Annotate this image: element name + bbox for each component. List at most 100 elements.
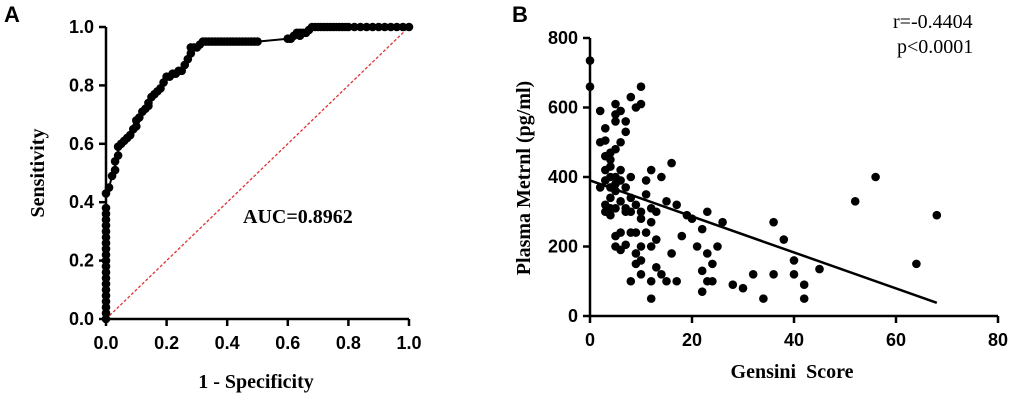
roc-point: [104, 183, 114, 192]
scatter-point: [636, 99, 646, 109]
scatter-point: [595, 106, 605, 116]
scatter-point: [641, 190, 651, 199]
scatter-point: [667, 158, 676, 168]
scatter-point: [621, 183, 630, 192]
roc-point: [398, 22, 408, 32]
scatter-point: [611, 203, 620, 213]
scatter-point: [585, 82, 595, 91]
scatter-point: [652, 207, 661, 217]
scatter-point: [631, 228, 641, 237]
scatter-point: [626, 207, 636, 217]
scatter-point: [621, 117, 630, 126]
scatter-point: [606, 193, 615, 203]
scatter-point: [621, 127, 630, 137]
scatter-y-tick-label: 0: [568, 306, 578, 326]
scatter-point: [601, 136, 610, 145]
scatter-point: [616, 197, 625, 206]
roc-x-axis-title: 1 - Specificity: [198, 371, 314, 393]
scatter-point: [692, 242, 702, 251]
scatter-point: [601, 124, 610, 133]
scatter-point: [789, 256, 799, 265]
roc-y-tick-label: 0.8: [69, 75, 94, 95]
diagonal-reference-line: [105, 26, 410, 320]
scatter-point: [789, 270, 799, 279]
roc-x-tick-label: 0.6: [275, 333, 300, 353]
scatter-y-tick-label: 600: [548, 98, 578, 118]
auc-annotation: AUC=0.8962: [243, 206, 353, 228]
scatter-point: [611, 99, 620, 109]
scatter-point: [646, 165, 656, 175]
roc-x-tick-label: 1.0: [396, 333, 421, 353]
roc-point: [374, 22, 384, 32]
roc-point: [113, 151, 123, 160]
scatter-point: [621, 240, 630, 250]
scatter-x-axis-title: Gensini Score: [731, 361, 854, 383]
scatter-point: [662, 197, 671, 206]
scatter-point: [779, 235, 789, 244]
roc-y-axis-title: Sensitivity: [27, 129, 49, 218]
scatter-point: [626, 172, 636, 182]
scatter-x-tick-label: 60: [886, 330, 906, 350]
scatter-point: [636, 207, 646, 217]
scatter-point: [738, 283, 748, 293]
scatter-point: [585, 56, 595, 65]
scatter-y-tick-label: 400: [548, 167, 578, 187]
scatter-point: [672, 276, 681, 286]
scatter-point: [703, 207, 712, 217]
scatter-point: [697, 266, 707, 276]
roc-y-tick-label: 0.4: [69, 192, 94, 212]
scatter-point: [657, 172, 666, 182]
scatter-point: [606, 155, 615, 164]
scatter-point: [728, 280, 738, 290]
scatter-point: [708, 259, 717, 269]
scatter-point: [652, 263, 661, 272]
scatter-y-axis-title: Plasma Metrnl (pg/ml): [513, 81, 535, 275]
scatter-x-tick-label: 0: [585, 330, 595, 350]
scatter-point: [718, 217, 727, 227]
scatter-point: [611, 117, 620, 126]
panel-a-label: A: [4, 2, 20, 27]
roc-x-tick-label: 0.4: [215, 333, 240, 353]
scatter-point: [713, 242, 722, 251]
roc-point: [253, 37, 262, 46]
scatter-point: [616, 106, 625, 116]
roc-point: [380, 22, 390, 32]
roc-y-tick-label: 0.6: [69, 134, 94, 154]
scatter-point: [616, 137, 625, 147]
panel-b-label: B: [512, 2, 528, 27]
correlation-r-annotation: r=-0.4404: [893, 11, 973, 33]
scatter-point: [636, 270, 646, 279]
scatter-point: [697, 224, 707, 234]
scatter-point: [616, 176, 625, 185]
roc-point: [110, 165, 120, 175]
scatter-point: [799, 294, 809, 303]
scatter-point: [616, 165, 625, 175]
scatter-point: [616, 228, 625, 237]
scatter-point: [850, 197, 860, 206]
roc-y-tick-label: 1.0: [69, 17, 94, 37]
scatter-point: [748, 270, 758, 279]
scatter-point: [626, 92, 636, 102]
roc-point: [344, 22, 353, 32]
scatter-point: [652, 235, 661, 244]
scatter-point: [646, 276, 656, 286]
roc-tick-labels: 0.0 0.2 0.4 0.6 0.8 1.0 0.0 0.2 0.4 0.6 0.8 1.0: [69, 17, 422, 353]
scatter-point: [697, 287, 707, 296]
scatter-point: [912, 259, 921, 269]
scatter-x-tick-label: 80: [988, 330, 1008, 350]
scatter-point: [662, 276, 671, 286]
scatter-point: [703, 249, 712, 258]
scatter-point: [631, 249, 641, 258]
roc-point: [356, 22, 365, 32]
roc-point: [350, 22, 359, 32]
scatter-point: [636, 256, 646, 265]
scatter-x-tick-label: 20: [682, 330, 702, 350]
roc-y-tick-label: 0.2: [69, 251, 94, 271]
roc-point: [101, 203, 111, 213]
scatter-point: [677, 231, 687, 241]
scatter-point: [606, 162, 615, 171]
scatter-point: [708, 276, 717, 286]
scatter-point: [932, 210, 942, 220]
roc-chart: 0.0 0.2 0.4 0.6 0.8 1.0 0.0 0.2 0.4 0.6 0.8 1.0 1 -…: [27, 17, 422, 393]
